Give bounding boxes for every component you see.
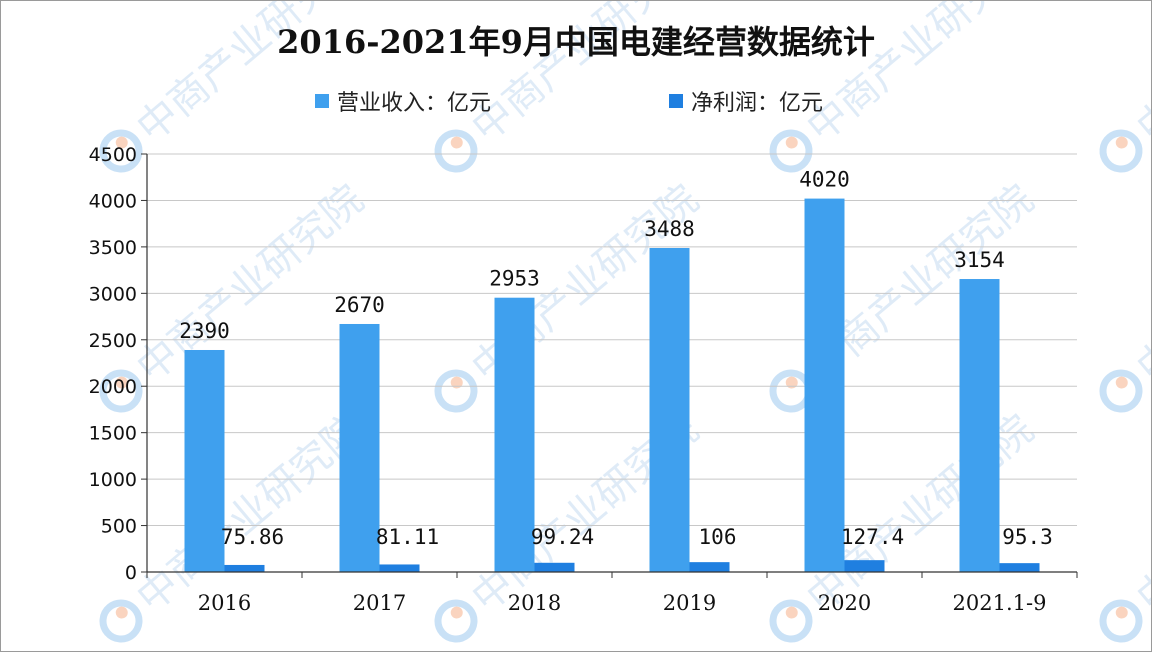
legend-item-1: 营业收入：亿元 bbox=[315, 91, 491, 116]
legend-label: 营业收入：亿元 bbox=[337, 91, 491, 116]
zhongshang-logo-icon bbox=[1099, 369, 1143, 413]
watermark-text: 中商产业研究院 bbox=[128, 176, 372, 391]
legend-swatch bbox=[669, 94, 683, 108]
revenue-bar bbox=[184, 349, 225, 572]
x-tick-label: 2020 bbox=[818, 591, 871, 615]
revenue-value-label: 3488 bbox=[644, 217, 695, 241]
zhongshang-logo-icon bbox=[434, 599, 478, 643]
net-profit-value-label: 75.86 bbox=[221, 525, 284, 549]
net-profit-bar bbox=[224, 564, 265, 572]
zhongshang-logo-icon bbox=[769, 129, 813, 173]
legend-swatch bbox=[315, 94, 329, 108]
x-tick-label: 2017 bbox=[353, 591, 406, 615]
revenue-bar bbox=[959, 279, 1000, 572]
y-tick-label: 2000 bbox=[89, 376, 137, 398]
y-tick-label: 500 bbox=[101, 516, 137, 538]
zhongshang-logo-icon bbox=[1099, 129, 1143, 173]
watermark-text: 中商产业研究院 bbox=[1128, 176, 1151, 391]
net-profit-value-label: 99.24 bbox=[531, 525, 594, 549]
legend-item-2: 净利润：亿元 bbox=[669, 91, 823, 116]
net-profit-bar bbox=[999, 563, 1040, 572]
watermark-text: 中商产业研究院 bbox=[128, 406, 372, 621]
watermark-text: 中商产业研究院 bbox=[1128, 406, 1151, 621]
revenue-bar bbox=[494, 297, 535, 572]
revenue-bar bbox=[649, 248, 690, 573]
zhongshang-logo-icon bbox=[99, 599, 143, 643]
y-tick-label: 0 bbox=[125, 562, 137, 584]
x-tick-label: 2021.1-9 bbox=[953, 591, 1047, 615]
zhongshang-logo-icon bbox=[769, 599, 813, 643]
x-axis: 2016 2017 2018 2019 2020 2021.1-9 bbox=[146, 571, 1078, 615]
chart-title: 2016-2021年9月中国电建经营数据统计 bbox=[277, 23, 875, 61]
x-tick-label: 2016 bbox=[198, 591, 251, 615]
net-profit-value-label: 95.3 bbox=[1002, 525, 1053, 549]
net-profit-value-label: 127.4 bbox=[841, 525, 904, 549]
zhongshang-logo-icon bbox=[434, 129, 478, 173]
y-axis: 0 500 1000 1500 2000 2500 3000 3500 4000 4500 bbox=[89, 144, 148, 584]
legend-label: 净利润：亿元 bbox=[691, 91, 823, 116]
y-tick-label: 2500 bbox=[89, 330, 137, 352]
y-tick-label: 1000 bbox=[89, 469, 137, 491]
y-tick-label: 3000 bbox=[89, 283, 137, 305]
net-profit-value-label: 106 bbox=[699, 525, 737, 549]
zhongshang-logo-icon bbox=[1099, 599, 1143, 643]
revenue-value-label: 3154 bbox=[954, 248, 1005, 272]
revenue-value-label: 4020 bbox=[799, 168, 850, 192]
revenue-value-label: 2670 bbox=[334, 293, 385, 317]
watermark-text: 中商产业研究院 bbox=[1128, 1, 1151, 151]
x-tick-label: 2018 bbox=[508, 591, 561, 615]
watermark: 中商产业研究院 bbox=[1099, 406, 1151, 643]
y-tick-label: 4500 bbox=[89, 144, 137, 166]
data-labels: 2390 75.86 2670 81.11 2953 99.24 3488 106 4020 12… bbox=[179, 168, 1053, 549]
net-profit-bar bbox=[844, 560, 885, 572]
revenue-value-label: 2390 bbox=[179, 319, 230, 343]
watermark: 中商产业研究院 bbox=[1099, 1, 1151, 173]
revenue-bar bbox=[804, 198, 845, 572]
zhongshang-logo-icon bbox=[99, 369, 143, 413]
x-tick-label: 2019 bbox=[663, 591, 716, 615]
net-profit-bar bbox=[689, 562, 730, 572]
net-profit-bar bbox=[534, 562, 575, 572]
revenue-bar bbox=[339, 323, 380, 572]
y-tick-label: 1500 bbox=[89, 423, 137, 445]
net-profit-value-label: 81.11 bbox=[376, 525, 439, 549]
revenue-value-label: 2953 bbox=[489, 267, 540, 291]
chart-legend: 营业收入：亿元 净利润：亿元 bbox=[315, 91, 823, 116]
y-tick-label: 3500 bbox=[89, 237, 137, 259]
bars-layer bbox=[184, 198, 1040, 573]
zhongshang-logo-icon bbox=[99, 129, 143, 173]
net-profit-bar bbox=[379, 564, 420, 572]
zhongshang-logo-icon bbox=[434, 369, 478, 413]
y-tick-label: 4000 bbox=[89, 190, 137, 212]
grid-lines bbox=[147, 153, 1077, 527]
watermark: 中商产业研究院 bbox=[1099, 176, 1151, 413]
